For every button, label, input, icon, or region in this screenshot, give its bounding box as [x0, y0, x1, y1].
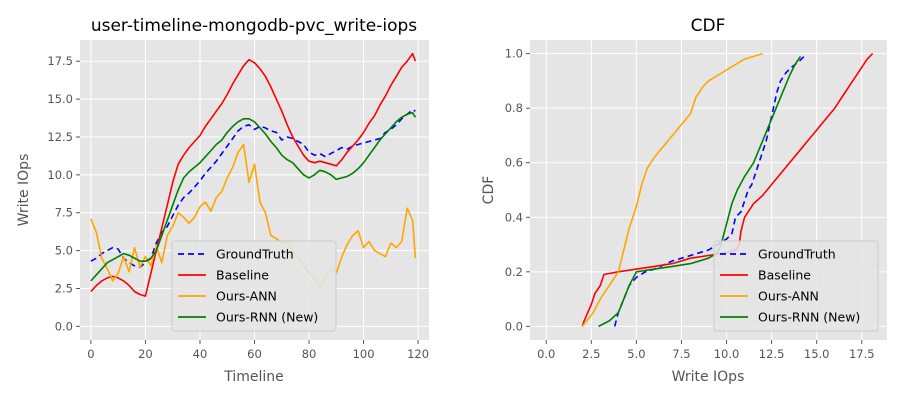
- series-line-baseline: [581, 53, 874, 327]
- x-tick-label: 10.0: [714, 347, 740, 361]
- series-lines: [90, 52, 417, 297]
- y-axis-label: CDF: [481, 176, 497, 205]
- x-tick-label: 0.0: [537, 347, 555, 361]
- y-tick-label: 15.0: [47, 92, 73, 106]
- chart-title: user-timeline-mongodb-pvc_write-iops: [91, 16, 417, 36]
- x-tick-label: 7.5: [672, 347, 690, 361]
- y-tick-label: 0.6: [505, 156, 523, 170]
- y-tick-label: 7.5: [55, 206, 73, 220]
- y-tick-label: 0.0: [505, 319, 523, 333]
- series-line-ours-rnn-new: [90, 111, 417, 282]
- chart-title: CDF: [691, 16, 726, 36]
- y-tick-label: 2.5: [55, 281, 73, 295]
- x-tick-label: 12.5: [759, 347, 785, 361]
- x-tick-label: 20: [138, 347, 153, 361]
- legend-label-baseline: Baseline: [216, 268, 269, 283]
- series-line-groundtruth: [613, 55, 805, 327]
- legend-box: [713, 240, 879, 332]
- y-tick-label: 10.0: [47, 168, 73, 182]
- series-line-ours-rnn-new: [598, 55, 802, 328]
- legend-label-groundtruth: GroundTruth: [216, 247, 294, 262]
- chart-cdf: CDF 0.0 2.5 5.0 7.5 10.0 12.5 15.0 17.5 0.00.20…: [481, 16, 887, 385]
- series-lines: [581, 52, 874, 328]
- x-tick-label: 0: [87, 347, 94, 361]
- x-tick-label: 5.0: [627, 347, 645, 361]
- y-axis-label: Write IOps: [16, 154, 32, 227]
- y-tick-labels: 0.0 2.5 5.0 7.5 10.0 12.5 15.0 17.5: [47, 54, 80, 333]
- y-tick-label: 0.0: [55, 319, 73, 333]
- x-tick-label: 40: [193, 347, 208, 361]
- legend: GroundTruth Baseline Ours-ANN Ours-RNN (New…: [171, 240, 337, 332]
- x-tick-label: 120: [407, 347, 429, 361]
- legend-box: [171, 240, 337, 332]
- legend-label-groundtruth: GroundTruth: [758, 247, 836, 262]
- legend-label-ours-ann: Ours-ANN: [758, 289, 819, 304]
- y-tick-label: 0.8: [505, 101, 523, 115]
- series-line-ours-ann: [90, 143, 417, 288]
- legend-label-ours-rnn-new: Ours-RNN (New): [758, 310, 860, 325]
- x-tick-labels: 0 20 40 60 80 100 120: [87, 340, 429, 361]
- x-axis-label: Write IOps: [672, 369, 745, 385]
- chart-write-iops-timeline: user-timeline-mongodb-pvc_write-iops 0 20…: [16, 16, 429, 385]
- legend-label-ours-ann: Ours-ANN: [216, 289, 277, 304]
- legend-label-baseline: Baseline: [758, 268, 811, 283]
- legend: GroundTruth Baseline Ours-ANN Ours-RNN (New…: [713, 240, 879, 332]
- x-tick-label: 100: [353, 347, 375, 361]
- series-line-ours-ann: [581, 52, 763, 327]
- x-tick-label: 15.0: [804, 347, 830, 361]
- x-tick-labels: 0.0 2.5 5.0 7.5 10.0 12.5 15.0 17.5: [537, 340, 875, 361]
- series-line-groundtruth: [90, 108, 416, 269]
- y-tick-label: 12.5: [47, 130, 73, 144]
- x-axis-label: Timeline: [223, 369, 284, 385]
- legend-label-ours-rnn-new: Ours-RNN (New): [216, 310, 318, 325]
- y-tick-label: 17.5: [47, 54, 73, 68]
- x-tick-label: 60: [247, 347, 262, 361]
- y-tick-label: 0.2: [505, 265, 523, 279]
- x-tick-label: 2.5: [582, 347, 600, 361]
- y-tick-label: 1.0: [505, 47, 523, 61]
- x-tick-label: 17.5: [849, 347, 875, 361]
- y-tick-label: 0.4: [505, 210, 523, 224]
- y-tick-labels: 0.0 0.2 0.4 0.6 0.8 1.0: [505, 47, 530, 333]
- y-tick-label: 5.0: [55, 244, 73, 258]
- series-line-baseline: [90, 52, 417, 297]
- x-tick-label: 80: [302, 347, 317, 361]
